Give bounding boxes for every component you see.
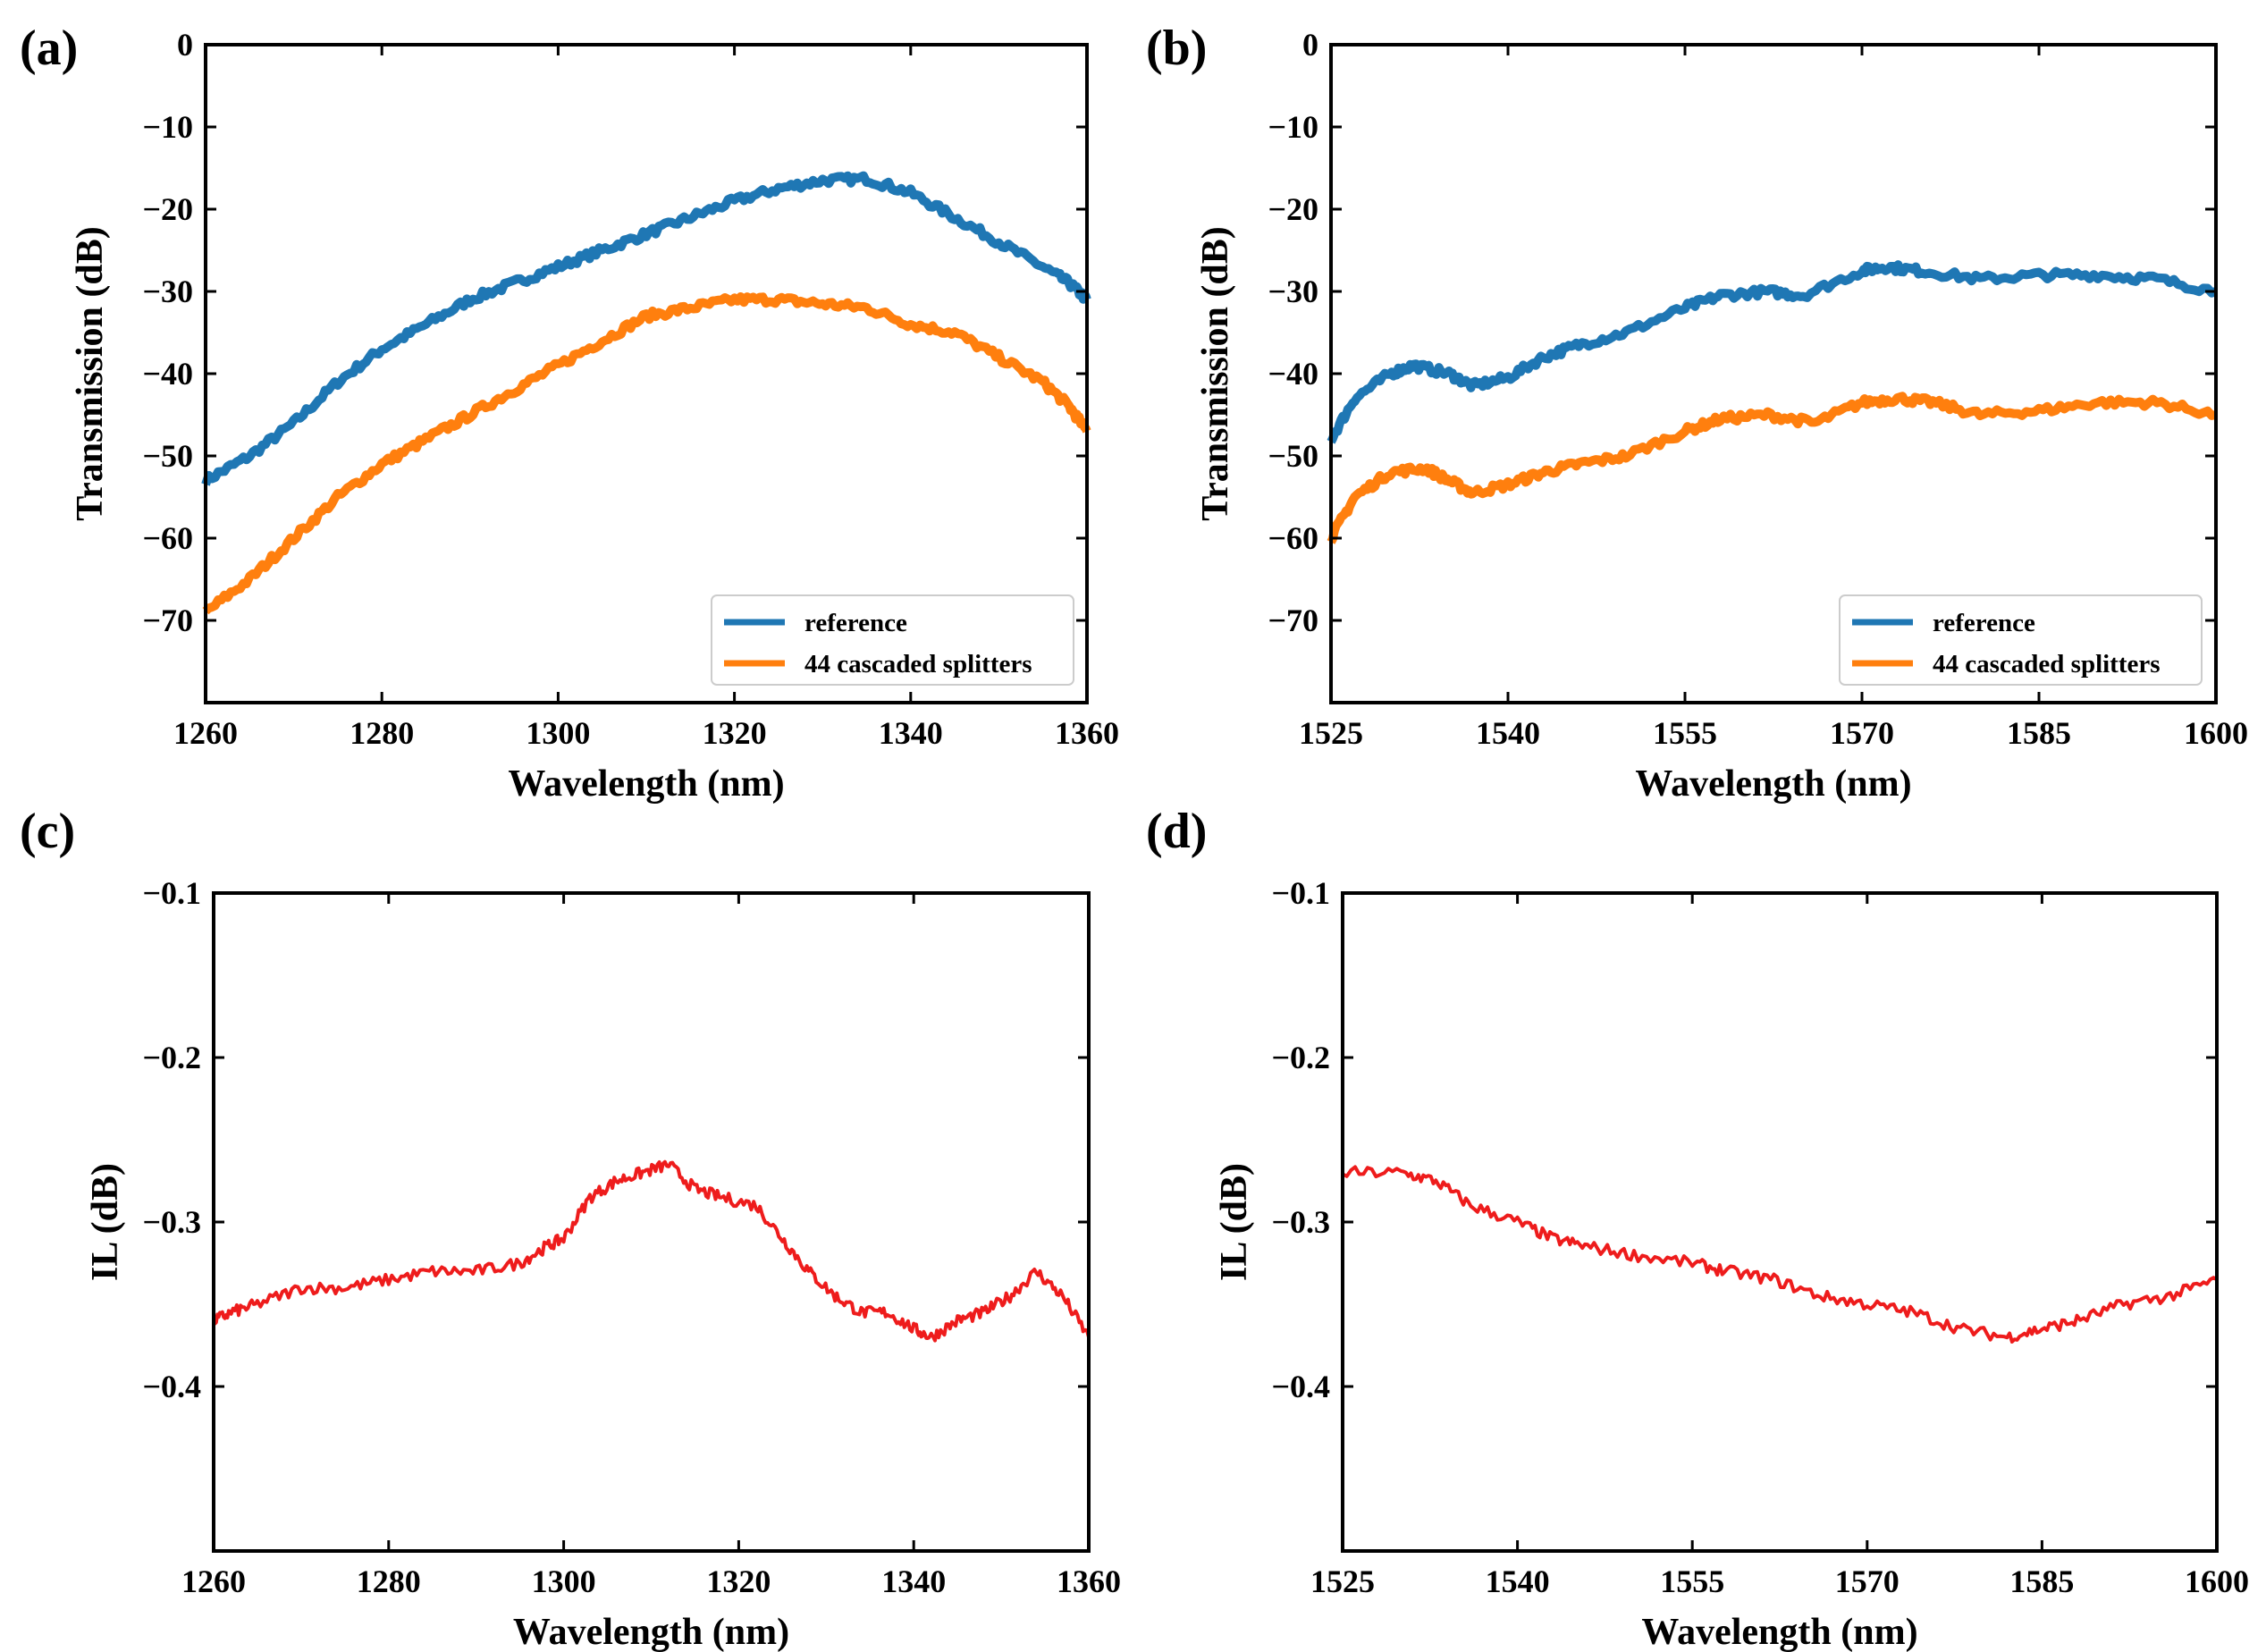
legend: reference 44 cascaded splitters: [1839, 594, 2203, 686]
y-tick-label: 0: [177, 27, 193, 63]
y-tick-label: −0.1: [142, 875, 201, 911]
x-tick-label: 1540: [1486, 1564, 1550, 1599]
plot-frame: [212, 891, 1091, 1553]
y-tick-label: −40: [142, 356, 193, 392]
panel-c: (c) 1260 1280 1300 1320 1340 1360 −0.1 −0.2 −0.3 −…: [20, 804, 1121, 1652]
y-tick-label: −50: [142, 438, 193, 474]
panel-d: (d) 1525 1540 1555 1570 1585 1600 −0.1 −0.2 −0.3 −…: [1146, 804, 2249, 1652]
series-line-44-cascaded-splitters: [1327, 392, 2217, 544]
x-tick-label: 1555: [1653, 715, 1717, 751]
legend-label: reference: [1933, 609, 2035, 637]
y-tick-label: −0.2: [142, 1040, 201, 1075]
y-tick-label: −0.3: [142, 1204, 201, 1240]
series-line-IL: [212, 1159, 1091, 1343]
series-line-44-cascaded-splitters: [202, 292, 1091, 615]
y-tick-label: −20: [1268, 191, 1318, 227]
x-tick-label: 1340: [879, 715, 943, 751]
x-tick-label: 1360: [1055, 715, 1119, 751]
y-tick-label: −60: [142, 520, 193, 556]
x-tick-label: 1585: [2007, 715, 2071, 751]
y-axis-label: IL (dB): [85, 1163, 126, 1281]
x-axis-label: Wavelength (nm): [1635, 763, 1911, 805]
y-tick-label: −50: [1268, 438, 1318, 474]
x-tick-label: 1320: [706, 1564, 771, 1599]
series-line-IL: [1342, 1165, 2219, 1344]
x-tick-label: 1540: [1476, 715, 1540, 751]
x-tick-label: 1525: [1299, 715, 1363, 751]
plot-frame: [1341, 891, 2219, 1553]
x-tick-label: 1320: [703, 715, 767, 751]
x-tick-label: 1570: [1835, 1564, 1900, 1599]
x-axis-label: Wavelength (nm): [513, 1612, 789, 1652]
y-tick-label: −10: [1268, 109, 1318, 145]
x-tick-label: 1260: [173, 715, 238, 751]
y-tick-label: −0.3: [1271, 1204, 1330, 1240]
y-tick-label: −10: [142, 109, 193, 145]
legend-label: 44 cascaded splitters: [1933, 650, 2161, 678]
x-tick-label: 1600: [2185, 1564, 2249, 1599]
legend-box: [1839, 594, 2203, 686]
y-tick-label: −0.2: [1271, 1040, 1330, 1075]
x-tick-label: 1570: [1830, 715, 1894, 751]
y-tick-label: −30: [1268, 274, 1318, 309]
y-axis-label: Transmission (dB): [1195, 226, 1236, 520]
panel-label: (c): [20, 804, 75, 859]
y-tick-label: −70: [142, 603, 193, 638]
y-axis-label: IL (dB): [1214, 1163, 1255, 1281]
legend-label: reference: [804, 609, 907, 637]
x-tick-label: 1600: [2184, 715, 2248, 751]
x-tick-label: 1555: [1660, 1564, 1724, 1599]
y-tick-label: −30: [142, 274, 193, 309]
y-tick-label: −70: [1268, 603, 1318, 638]
legend-box: [711, 594, 1074, 686]
y-tick-label: 0: [1302, 27, 1318, 63]
series-line-reference: [201, 171, 1091, 486]
legend-label: 44 cascaded splitters: [804, 650, 1032, 678]
y-tick-label: −0.1: [1271, 875, 1330, 911]
y-axis-label: Transmission (dB): [70, 226, 111, 520]
panel-a: (a) 1260 1280 1300 1320 1340 1360 0 −10 −20 −30 −40…: [20, 21, 1119, 805]
x-tick-label: 1525: [1310, 1564, 1375, 1599]
x-tick-label: 1280: [350, 715, 414, 751]
x-axis-label: Wavelength (nm): [1641, 1612, 1917, 1652]
y-tick-label: −0.4: [142, 1369, 201, 1404]
x-tick-label: 1260: [181, 1564, 246, 1599]
x-tick-label: 1280: [357, 1564, 421, 1599]
x-axis-label: Wavelength (nm): [508, 763, 784, 805]
y-tick-label: −0.4: [1271, 1369, 1330, 1404]
y-tick-label: −60: [1268, 520, 1318, 556]
x-tick-label: 1360: [1057, 1564, 1121, 1599]
panel-label: (b): [1146, 21, 1207, 76]
panel-label: (d): [1146, 804, 1207, 859]
y-tick-label: −20: [142, 191, 193, 227]
legend: reference 44 cascaded splitters: [711, 594, 1074, 686]
y-tick-label: −40: [1268, 356, 1318, 392]
panel-label: (a): [20, 21, 78, 76]
x-tick-label: 1340: [881, 1564, 946, 1599]
x-tick-label: 1585: [2009, 1564, 2074, 1599]
x-tick-label: 1300: [526, 715, 590, 751]
x-tick-label: 1300: [532, 1564, 596, 1599]
series-line-reference: [1327, 260, 2218, 444]
panel-b: (b) 1525 1540 1555 1570 1585 1600 0 −10 −20 −30 −40…: [1146, 21, 2248, 805]
